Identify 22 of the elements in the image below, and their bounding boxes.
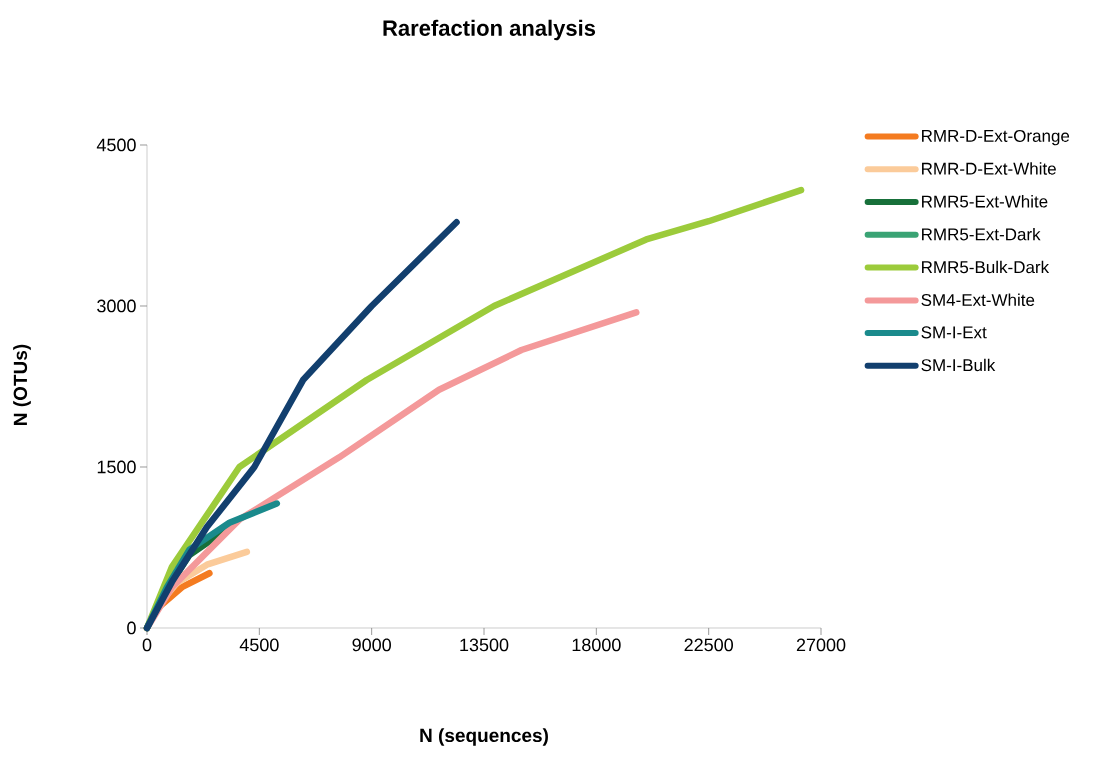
legend-label: RMR5-Ext-Dark: [922, 227, 1041, 241]
legend-label: RMR-D-Ext-White: [922, 162, 1056, 175]
legend-label: RMR-D-Ext-Orange: [922, 129, 1070, 146]
x-tick-label: 27000: [796, 638, 846, 652]
x-tick-label: 22500: [684, 638, 733, 652]
x-tick-label: 0: [142, 638, 152, 652]
chart-title: Rarefaction analysis: [383, 19, 596, 41]
x-tick-label: 13500: [460, 638, 509, 652]
legend-label: SM-I-Bulk: [921, 358, 996, 372]
y-tick-label: 4500: [96, 138, 136, 152]
y-axis-title: N (OTUs): [13, 344, 31, 425]
legend-label: RMR5-Ext-White: [922, 195, 1048, 208]
x-tick-label: 9000: [352, 638, 391, 652]
legend-label: SM4-Ext-White: [921, 293, 1035, 307]
legend-label: RMR5-Bulk-Dark: [922, 260, 1050, 274]
x-tick-label: 18000: [572, 638, 621, 652]
y-tick-label: 3000: [97, 299, 136, 313]
legend-label: SM-I-Ext: [921, 326, 987, 339]
y-tick-label: 1500: [97, 460, 136, 474]
x-tick-label: 4500: [239, 638, 279, 652]
y-tick-label: 0: [127, 621, 136, 635]
x-axis-title: N (sequences): [420, 728, 548, 746]
